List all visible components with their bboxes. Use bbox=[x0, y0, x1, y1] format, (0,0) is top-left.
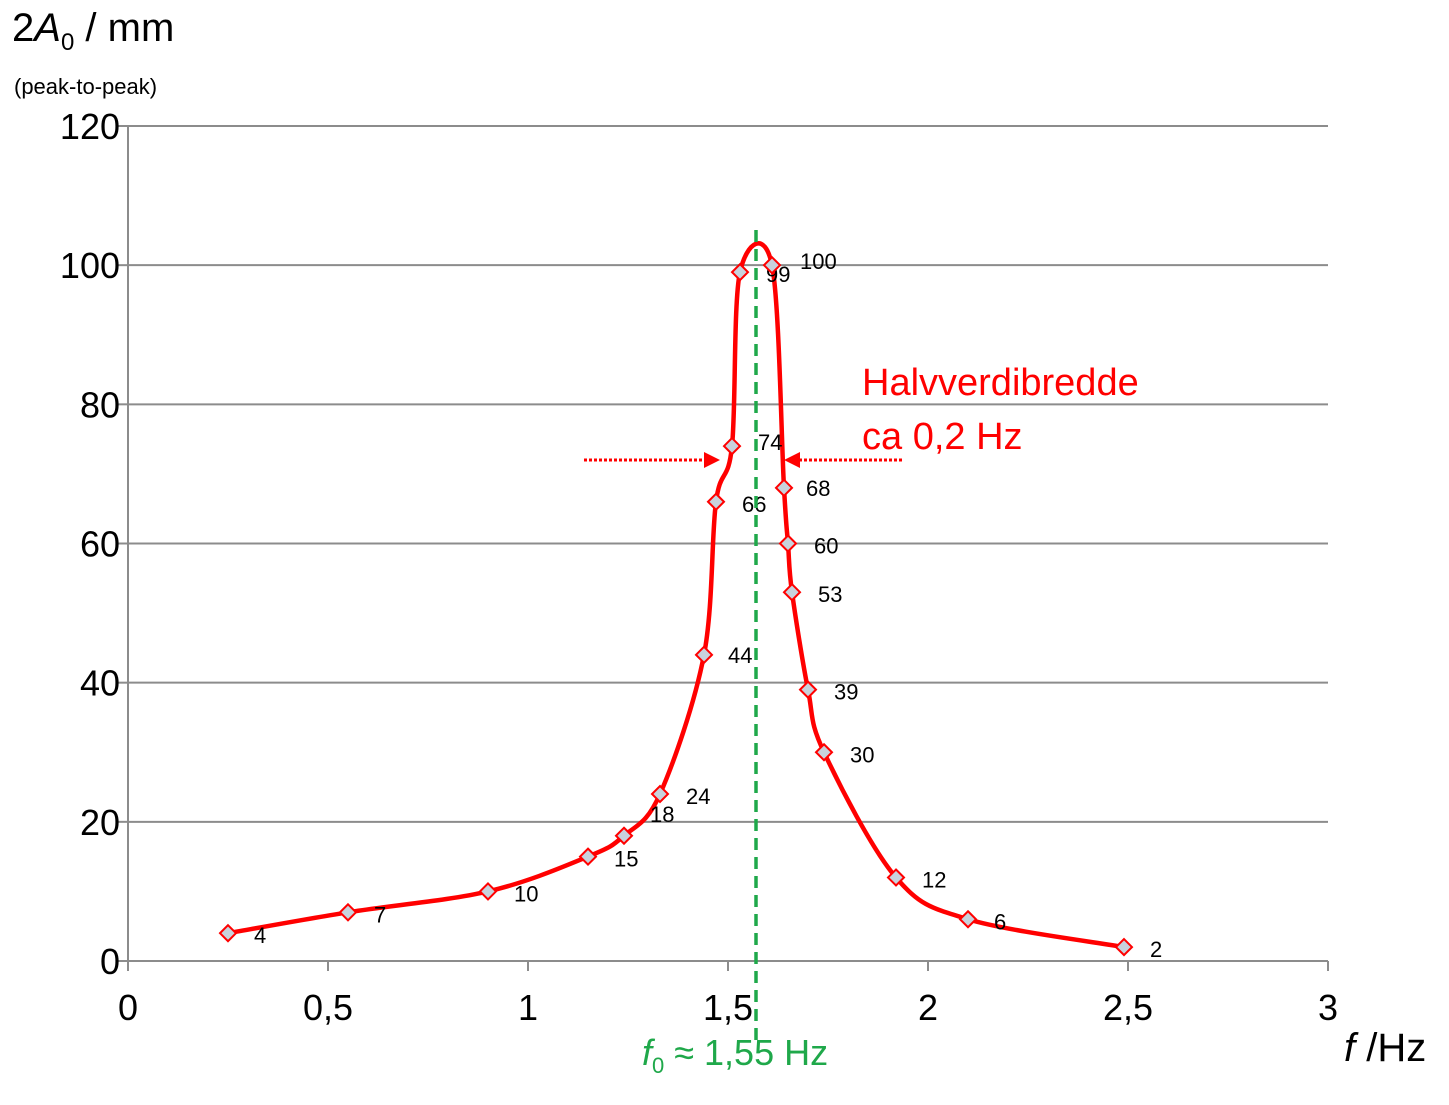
data-label: 10 bbox=[514, 881, 538, 906]
data-label: 7 bbox=[374, 902, 386, 927]
x-tick-label: 3 bbox=[1318, 987, 1338, 1028]
y-tick-label: 80 bbox=[80, 384, 120, 425]
resonance-frequency-label: f0 ≈ 1,55 Hz bbox=[642, 1032, 829, 1079]
series-line bbox=[227, 241, 1125, 950]
y-axis-note: (peak-to-peak) bbox=[14, 74, 158, 99]
data-point bbox=[798, 680, 818, 700]
data-label: 18 bbox=[650, 802, 674, 827]
data-point bbox=[578, 847, 598, 867]
data-point bbox=[218, 923, 238, 943]
data-label: 15 bbox=[614, 847, 638, 872]
halfwidth-right-arrowhead bbox=[784, 452, 800, 468]
halfwidth-value: ca 0,2 Hz bbox=[862, 416, 1023, 458]
data-point bbox=[762, 255, 782, 275]
y-tick-label: 0 bbox=[100, 941, 120, 982]
data-label: 68 bbox=[806, 476, 830, 501]
data-point bbox=[694, 645, 714, 665]
data-point bbox=[778, 534, 798, 553]
data-point bbox=[1114, 937, 1134, 957]
data-label: 6 bbox=[994, 909, 1006, 934]
data-point bbox=[774, 478, 794, 498]
x-axis-title: f /Hz bbox=[1344, 1026, 1427, 1070]
data-label: 74 bbox=[758, 430, 782, 455]
data-label: 4 bbox=[254, 923, 266, 948]
x-tick-label: 2,5 bbox=[1103, 987, 1153, 1028]
y-tick-label: 60 bbox=[80, 524, 120, 565]
data-point bbox=[730, 262, 750, 282]
y-tick-label: 100 bbox=[60, 245, 120, 286]
x-tick-label: 0,5 bbox=[303, 987, 353, 1028]
data-label: 24 bbox=[686, 784, 710, 809]
data-point bbox=[478, 882, 498, 901]
data-label: 44 bbox=[728, 643, 752, 668]
data-label: 12 bbox=[922, 868, 946, 893]
data-point bbox=[782, 582, 802, 602]
data-label: 100 bbox=[800, 249, 837, 274]
data-point bbox=[614, 826, 634, 846]
data-label: 53 bbox=[818, 582, 842, 607]
halfwidth-left-arrowhead bbox=[704, 452, 720, 468]
data-point bbox=[722, 436, 742, 456]
data-point bbox=[338, 902, 358, 922]
data-label: 66 bbox=[742, 492, 766, 517]
halfwidth-annotation: Halvverdibredde ca 0,2 Hz bbox=[862, 356, 1139, 464]
y-tick-label: 40 bbox=[80, 663, 120, 704]
y-tick-label: 20 bbox=[80, 802, 120, 843]
data-point bbox=[706, 492, 726, 512]
data-label: 30 bbox=[850, 742, 874, 767]
x-tick-label: 2 bbox=[918, 987, 938, 1028]
data-label: 60 bbox=[814, 534, 838, 559]
y-axis-title: 2A0 / mm bbox=[12, 6, 175, 56]
data-label: 2 bbox=[1150, 937, 1162, 962]
data-point bbox=[958, 909, 978, 929]
data-point bbox=[650, 784, 670, 804]
y-tick-label: 120 bbox=[60, 106, 120, 147]
data-point bbox=[886, 868, 906, 887]
halfwidth-title: Halvverdibredde bbox=[862, 362, 1139, 404]
data-label: 39 bbox=[834, 680, 858, 705]
x-tick-label: 1,5 bbox=[703, 987, 753, 1028]
x-tick-label: 1 bbox=[518, 987, 538, 1028]
data-point bbox=[814, 742, 834, 762]
x-tick-label: 0 bbox=[118, 987, 138, 1028]
